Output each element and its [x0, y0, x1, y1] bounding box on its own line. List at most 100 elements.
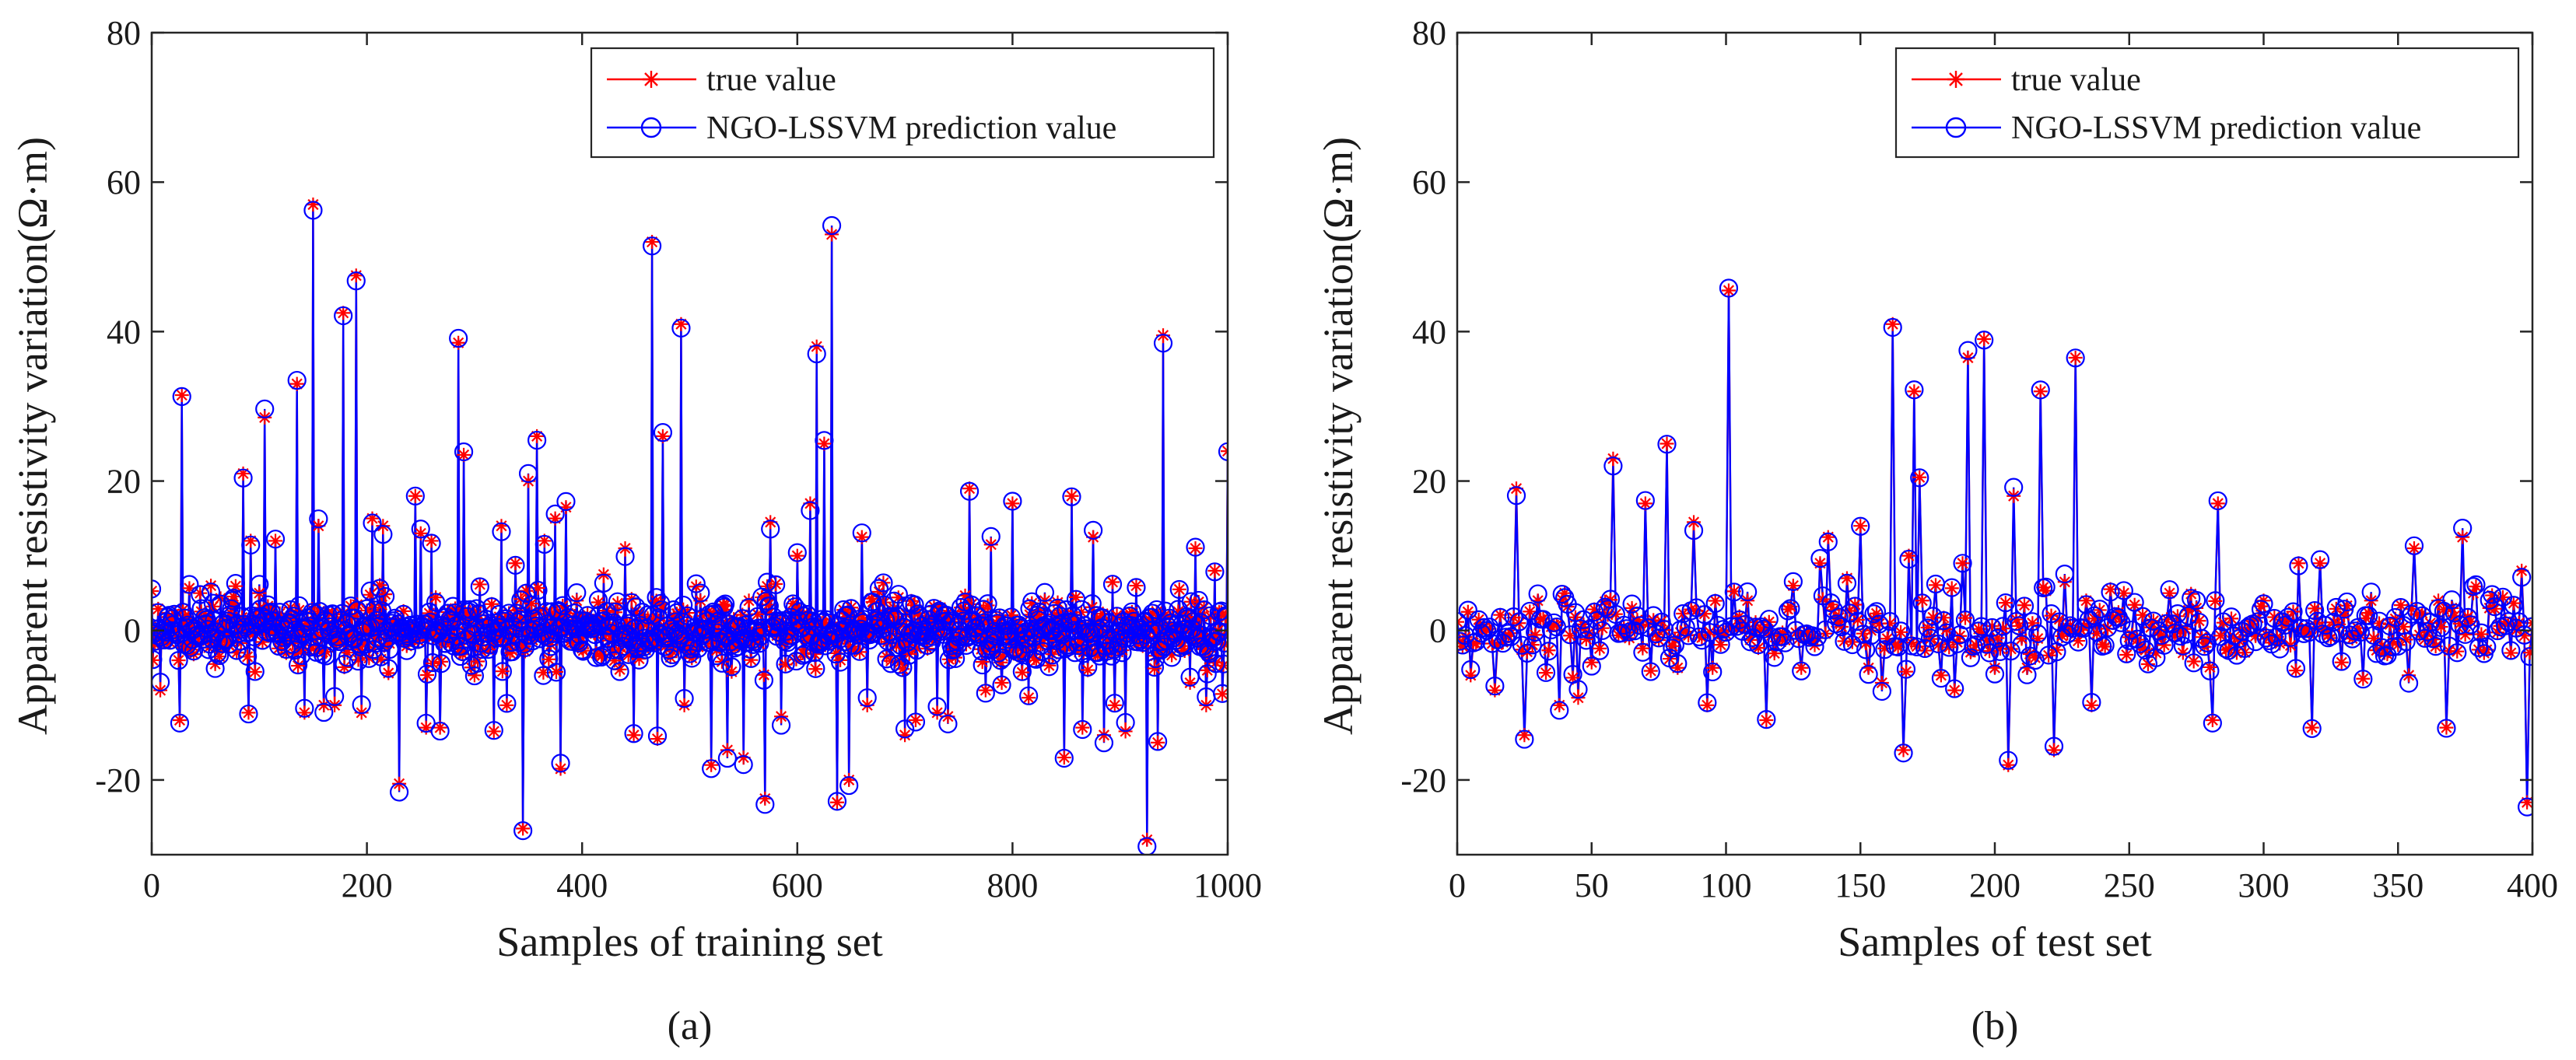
prediction-point — [510, 610, 530, 629]
prediction-point — [1216, 606, 1228, 625]
true-value-point — [2160, 612, 2175, 627]
true-value-point — [2385, 634, 2400, 649]
true-value-point — [649, 593, 664, 608]
true-value-point — [922, 620, 937, 635]
prediction-point — [1848, 612, 1867, 631]
true-value-point — [1721, 283, 1736, 298]
true-value-point — [2208, 593, 2223, 608]
true-value-point — [559, 500, 573, 515]
prediction-point — [1988, 628, 2007, 648]
true-value-point — [1539, 666, 1554, 680]
prediction-point — [1104, 640, 1123, 659]
plot-area — [1457, 278, 2532, 817]
prediction-point — [430, 721, 450, 741]
true-value-point — [2173, 624, 2188, 639]
prediction-line — [1457, 288, 2532, 807]
true-value-point — [2025, 616, 2040, 631]
prediction-point — [1899, 549, 1919, 569]
prediction-point — [1837, 573, 1857, 593]
prediction-point — [1019, 686, 1039, 705]
true-value-point — [1974, 625, 1989, 640]
true-value-point — [857, 612, 871, 627]
true-value-point — [724, 664, 739, 679]
true-value-point — [351, 652, 366, 667]
prediction-point — [1191, 613, 1211, 632]
true-value-point — [704, 757, 719, 772]
true-value-point — [876, 575, 891, 590]
true-value-point — [1786, 579, 1800, 593]
true-value-point — [1215, 687, 1228, 701]
true-value-point — [1839, 571, 1854, 586]
prediction-point — [857, 688, 877, 708]
prediction-point — [893, 658, 913, 677]
true-value-point — [655, 429, 670, 443]
true-value-point — [762, 606, 776, 621]
true-value-point — [962, 481, 977, 496]
prediction-point — [1552, 585, 1572, 604]
prediction-point — [2359, 606, 2378, 625]
prediction-point — [518, 464, 538, 483]
true-value-point — [2254, 599, 2269, 614]
true-value-point — [2288, 663, 2303, 678]
prediction-point — [1896, 659, 1916, 679]
prediction-point — [1853, 624, 1873, 644]
y-tick-label: 0 — [124, 612, 141, 650]
true-value-point — [885, 624, 899, 638]
prediction-point — [316, 646, 336, 666]
true-value-point — [1463, 668, 1478, 683]
true-value-point — [980, 598, 995, 613]
true-value-point — [1992, 641, 2007, 656]
prediction-point — [1550, 701, 1569, 720]
true-value-point — [495, 664, 510, 679]
prediction-point — [1576, 631, 1596, 650]
true-value-point — [1528, 628, 1543, 642]
true-value-point — [1194, 627, 1209, 642]
true-value-point — [311, 519, 326, 533]
prediction-point — [1189, 590, 1208, 610]
true-value-point — [209, 627, 223, 642]
true-value-point — [1842, 603, 1857, 618]
true-value-point — [1998, 596, 2013, 610]
true-value-point — [2001, 757, 2016, 772]
true-value-point — [817, 436, 832, 451]
prediction-point — [2122, 620, 2142, 640]
prediction-point — [973, 600, 994, 619]
prediction-point — [1835, 631, 1854, 651]
prediction-point — [1214, 633, 1228, 653]
prediction-point — [2114, 581, 2133, 600]
true-value-point — [396, 603, 411, 618]
prediction-point — [303, 201, 323, 220]
prediction-point — [1611, 623, 1631, 643]
true-value-point — [2372, 616, 2387, 631]
x-tick-label: 800 — [987, 866, 1038, 904]
true-value-point — [847, 642, 862, 656]
true-value-point — [368, 631, 383, 646]
true-value-point — [1541, 643, 1556, 658]
prediction-point — [2208, 491, 2227, 511]
true-value-point — [1936, 610, 1951, 625]
true-value-point — [693, 593, 708, 608]
true-value-point — [481, 642, 496, 657]
x-tick-label: 350 — [2372, 866, 2424, 904]
prediction-point — [573, 642, 593, 661]
true-value-point — [1050, 595, 1065, 610]
prediction-point — [1859, 665, 1878, 684]
prediction-point — [771, 715, 791, 735]
prediction-point — [1144, 657, 1165, 677]
prediction-point — [1866, 602, 1887, 621]
true-value-point — [666, 608, 681, 623]
prediction-point — [1940, 638, 1959, 657]
true-value-point — [964, 596, 979, 611]
prediction-point — [2367, 644, 2386, 663]
prediction-point — [1544, 613, 1564, 632]
true-value-point — [1504, 626, 1519, 641]
true-value-point — [1124, 605, 1139, 620]
prediction-point — [755, 795, 775, 814]
prediction-point — [1539, 642, 1558, 661]
true-value-point — [553, 761, 568, 776]
true-value-point — [763, 515, 778, 530]
true-value-point — [1630, 613, 1645, 628]
prediction-point — [2004, 478, 2024, 497]
true-value-point — [2436, 602, 2451, 617]
prediction-point — [405, 486, 425, 506]
